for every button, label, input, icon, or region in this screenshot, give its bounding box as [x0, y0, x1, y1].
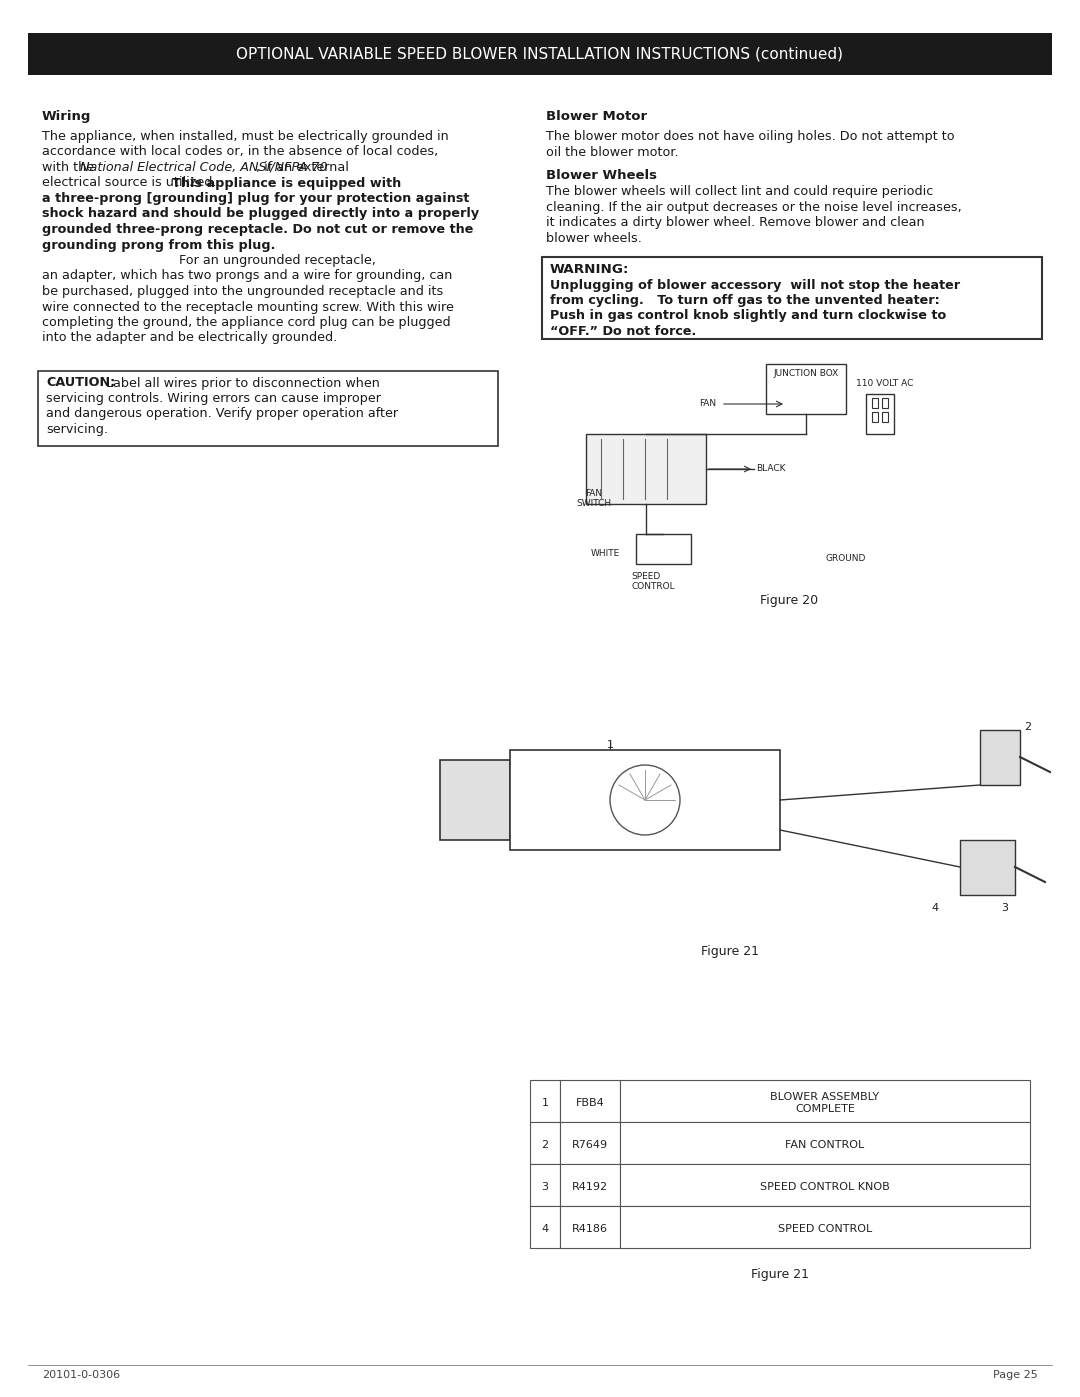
Bar: [530, 1122, 561, 1164]
Text: 2: 2: [541, 1140, 549, 1150]
Text: FAN
SWITCH: FAN SWITCH: [576, 489, 611, 509]
Text: The blower wheels will collect lint and could require periodic: The blower wheels will collect lint and …: [546, 184, 933, 198]
Text: Figure 20: Figure 20: [760, 594, 818, 608]
Text: 1: 1: [541, 1098, 549, 1108]
Bar: [620, 1080, 1030, 1122]
Bar: [620, 1164, 1030, 1206]
Text: 20101-0-0306: 20101-0-0306: [42, 1370, 120, 1380]
Bar: [882, 398, 888, 408]
Text: FAN CONTROL: FAN CONTROL: [785, 1140, 865, 1150]
Text: The blower motor does not have oiling holes. Do not attempt to: The blower motor does not have oiling ho…: [546, 130, 955, 142]
Bar: [620, 1122, 1030, 1164]
Bar: [530, 1206, 561, 1248]
Text: from cycling.   To turn off gas to the unvented heater:: from cycling. To turn off gas to the unv…: [550, 293, 940, 307]
Text: oil the blower motor.: oil the blower motor.: [546, 145, 678, 158]
Text: SPEED CONTROL: SPEED CONTROL: [778, 1224, 873, 1234]
Text: shock hazard and should be plugged directly into a properly: shock hazard and should be plugged direc…: [42, 208, 480, 221]
Text: 4: 4: [931, 902, 939, 914]
Bar: [882, 412, 888, 422]
Text: R4186: R4186: [572, 1224, 608, 1234]
Bar: [542, 257, 1042, 339]
Text: an adapter, which has two prongs and a wire for grounding, can: an adapter, which has two prongs and a w…: [42, 270, 453, 282]
FancyBboxPatch shape: [28, 34, 1052, 75]
Text: Wiring: Wiring: [42, 110, 92, 123]
Text: WARNING:: WARNING:: [550, 263, 630, 277]
Bar: [530, 1164, 561, 1206]
Text: JUNCTION BOX: JUNCTION BOX: [773, 369, 839, 379]
Bar: [561, 1164, 620, 1206]
Text: wire connected to the receptacle mounting screw. With this wire: wire connected to the receptacle mountin…: [42, 300, 454, 313]
Text: , if an external: , if an external: [256, 161, 349, 175]
Text: R4192: R4192: [572, 1182, 608, 1192]
Text: 3: 3: [541, 1182, 549, 1192]
Text: FAN: FAN: [699, 400, 716, 408]
Text: accordance with local codes or, in the absence of local codes,: accordance with local codes or, in the a…: [42, 145, 438, 158]
Bar: [636, 534, 691, 564]
Text: WHITE: WHITE: [591, 549, 620, 557]
Bar: [38, 370, 498, 446]
Text: National Electrical Code, ANSI/NFPA 70: National Electrical Code, ANSI/NFPA 70: [80, 161, 327, 175]
Bar: [766, 365, 846, 414]
Text: grounded three-prong receptacle. Do not cut or remove the: grounded three-prong receptacle. Do not …: [42, 224, 473, 236]
Text: Figure 21: Figure 21: [701, 944, 759, 958]
Text: Push in gas control knob slightly and turn clockwise to: Push in gas control knob slightly and tu…: [550, 310, 946, 323]
Text: The appliance, when installed, must be electrically grounded in: The appliance, when installed, must be e…: [42, 130, 449, 142]
Text: into the adapter and be electrically grounded.: into the adapter and be electrically gro…: [42, 331, 337, 345]
Text: 110 VOLT AC: 110 VOLT AC: [856, 379, 914, 388]
Bar: [620, 1206, 1030, 1248]
Text: electrical source is utilized.: electrical source is utilized.: [42, 176, 220, 190]
Text: completing the ground, the appliance cord plug can be plugged: completing the ground, the appliance cor…: [42, 316, 450, 330]
Bar: [530, 1080, 561, 1122]
Text: BLACK: BLACK: [756, 464, 785, 474]
Text: 3: 3: [1001, 902, 1009, 914]
Text: a three-prong [grounding] plug for your protection against: a three-prong [grounding] plug for your …: [42, 191, 470, 205]
Text: 4: 4: [541, 1224, 549, 1234]
Bar: [960, 840, 1015, 895]
Text: R7649: R7649: [572, 1140, 608, 1150]
Text: “OFF.” Do not force.: “OFF.” Do not force.: [550, 326, 697, 338]
Bar: [866, 394, 894, 434]
Text: For an ungrounded receptacle,: For an ungrounded receptacle,: [175, 254, 376, 267]
Text: BLOWER ASSEMBLY
COMPLETE: BLOWER ASSEMBLY COMPLETE: [770, 1092, 879, 1115]
Text: FBB4: FBB4: [576, 1098, 605, 1108]
Text: it indicates a dirty blower wheel. Remove blower and clean: it indicates a dirty blower wheel. Remov…: [546, 217, 924, 229]
Text: blower wheels.: blower wheels.: [546, 232, 642, 244]
Bar: [561, 1122, 620, 1164]
Text: with the: with the: [42, 161, 98, 175]
Text: SPEED CONTROL KNOB: SPEED CONTROL KNOB: [760, 1182, 890, 1192]
Bar: [872, 412, 878, 422]
Bar: [980, 731, 1020, 785]
Text: servicing controls. Wiring errors can cause improper: servicing controls. Wiring errors can ca…: [46, 393, 381, 405]
Text: OPTIONAL VARIABLE SPEED BLOWER INSTALLATION INSTRUCTIONS (continued): OPTIONAL VARIABLE SPEED BLOWER INSTALLAT…: [237, 46, 843, 61]
Text: GROUND: GROUND: [826, 555, 866, 563]
Bar: [440, 760, 510, 840]
Bar: [561, 1206, 620, 1248]
Text: Label all wires prior to disconnection when: Label all wires prior to disconnection w…: [102, 377, 380, 390]
Text: Blower Wheels: Blower Wheels: [546, 169, 657, 182]
Bar: [510, 750, 780, 849]
Bar: [561, 1080, 620, 1122]
Bar: [872, 398, 878, 408]
Text: CAUTION:: CAUTION:: [46, 377, 116, 390]
Text: Figure 21: Figure 21: [751, 1268, 809, 1281]
Text: and dangerous operation. Verify proper operation after: and dangerous operation. Verify proper o…: [46, 408, 399, 420]
Text: SPEED
CONTROL: SPEED CONTROL: [631, 571, 675, 591]
Bar: [586, 434, 706, 504]
Text: Blower Motor: Blower Motor: [546, 110, 647, 123]
Text: servicing.: servicing.: [46, 423, 108, 436]
Text: be purchased, plugged into the ungrounded receptacle and its: be purchased, plugged into the ungrounde…: [42, 285, 443, 298]
Text: cleaning. If the air output decreases or the noise level increases,: cleaning. If the air output decreases or…: [546, 201, 962, 214]
Text: 2: 2: [1025, 722, 1031, 732]
Text: grounding prong from this plug.: grounding prong from this plug.: [42, 239, 275, 251]
Text: This appliance is equipped with: This appliance is equipped with: [172, 176, 402, 190]
Text: Page 25: Page 25: [994, 1370, 1038, 1380]
Text: 1: 1: [607, 740, 613, 750]
Text: Unplugging of blower accessory  will not stop the heater: Unplugging of blower accessory will not …: [550, 278, 960, 292]
